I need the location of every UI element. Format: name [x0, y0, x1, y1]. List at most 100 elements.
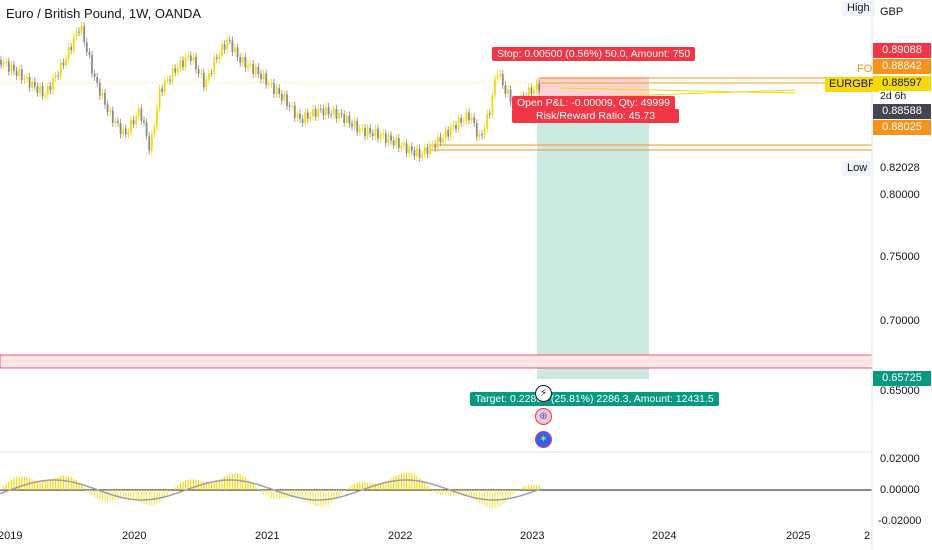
candle-body	[447, 129, 450, 137]
candle-body	[478, 134, 481, 137]
risk-reward-label[interactable]: Risk/Reward Ratio: 45.73	[512, 109, 680, 123]
globe-flag-icon[interactable]: ⊕	[535, 408, 552, 425]
candle-body	[257, 66, 260, 74]
candle-body	[405, 143, 408, 154]
candle-body	[325, 106, 327, 116]
candle-body	[494, 78, 496, 96]
candle-body	[91, 54, 93, 74]
candle-body	[83, 26, 86, 43]
candle-body	[221, 44, 223, 56]
candle-body	[533, 89, 535, 95]
candle-body	[319, 108, 322, 110]
candle-body	[465, 112, 468, 122]
stop-label[interactable]: Stop: 0.00500 (0.56%) 50.0, Amount: 750	[492, 47, 696, 61]
candle-body	[483, 128, 486, 136]
pnl-label[interactable]: Open P&L: -0.00009, Qty: 49999	[512, 96, 675, 110]
candle-body	[28, 76, 31, 88]
candle-body	[13, 64, 15, 71]
candle-body	[236, 47, 239, 58]
candle-body	[31, 81, 34, 88]
candle-body	[18, 69, 21, 76]
candle-body	[335, 108, 338, 119]
candle-body	[36, 86, 39, 93]
candle-body	[462, 121, 465, 123]
candle-body	[351, 123, 353, 127]
candle-body	[418, 148, 421, 158]
candle-body	[306, 112, 309, 119]
candle-body	[104, 92, 106, 105]
candle-body	[270, 82, 273, 84]
candle-body	[59, 62, 62, 77]
candle-body	[538, 83, 541, 91]
target-label[interactable]: Target: 0.22863 (25.81%) 2286.3, Amount:…	[470, 392, 719, 406]
candle-body	[356, 121, 359, 133]
candle-body	[213, 57, 216, 74]
time-tick: 2	[864, 530, 871, 542]
candle-body	[15, 70, 18, 76]
candle-body	[439, 136, 442, 143]
candle-body	[301, 119, 304, 123]
candle-body	[338, 112, 340, 119]
candle-body	[275, 88, 278, 94]
candle-body	[426, 147, 429, 155]
candle-body	[390, 135, 392, 141]
lightning-icon[interactable]: ⚡	[535, 385, 552, 402]
candle-body	[400, 145, 403, 148]
candle-body	[267, 83, 270, 85]
candle-body	[174, 68, 177, 73]
candle-body	[208, 73, 210, 80]
candle-body	[88, 51, 91, 55]
candle-body	[473, 117, 476, 124]
candle-body	[501, 73, 504, 86]
candle-body	[312, 109, 314, 116]
fo-price-badge: 0.88842	[873, 59, 931, 74]
price-tick: 0.65000	[880, 385, 920, 397]
candle-body	[522, 95, 525, 97]
candle-body	[98, 82, 101, 96]
eu-flag-icon[interactable]: ✶	[535, 431, 552, 448]
candle-body	[296, 113, 299, 119]
candle-body	[507, 89, 509, 94]
low-value: 0.82028	[880, 162, 920, 174]
candle-body	[449, 127, 452, 137]
candle-body	[223, 44, 226, 50]
candle-body	[205, 79, 208, 88]
candle-body	[379, 134, 382, 139]
candle-body	[436, 136, 439, 148]
candle-body	[499, 73, 502, 77]
candle-body	[260, 73, 262, 80]
candle-body	[452, 124, 455, 128]
candle-body	[291, 105, 294, 107]
candle-body	[70, 47, 73, 51]
candle-body	[80, 26, 83, 32]
price-tick: 0.70000	[880, 315, 920, 327]
chart-title: Euro / British Pound, 1W, OANDA	[6, 6, 202, 21]
candle-body	[176, 68, 179, 73]
candle-body	[444, 129, 447, 139]
candle-body	[293, 105, 296, 119]
candle-body	[119, 122, 122, 135]
candle-body	[114, 121, 117, 123]
candle-body	[228, 39, 231, 41]
candle-body	[210, 73, 213, 75]
candle-body	[455, 124, 457, 129]
candle-body	[158, 88, 161, 109]
candle-body	[130, 120, 132, 133]
osc-tick: 0.00000	[880, 484, 920, 496]
candle-body	[239, 57, 242, 63]
entry-price-badge: 0.88588	[873, 104, 931, 119]
fo-label: FO	[857, 63, 873, 75]
candle-body	[226, 39, 229, 50]
candle-body	[397, 138, 400, 148]
candle-body	[124, 128, 127, 135]
candle-body	[171, 68, 174, 81]
candle-body	[169, 79, 171, 81]
candle-body	[262, 73, 265, 80]
candle-body	[288, 105, 291, 107]
candle-body	[254, 66, 257, 74]
candle-body	[387, 135, 390, 143]
candle-body	[41, 86, 44, 97]
candle-body	[273, 82, 275, 94]
candle-body	[364, 127, 366, 137]
